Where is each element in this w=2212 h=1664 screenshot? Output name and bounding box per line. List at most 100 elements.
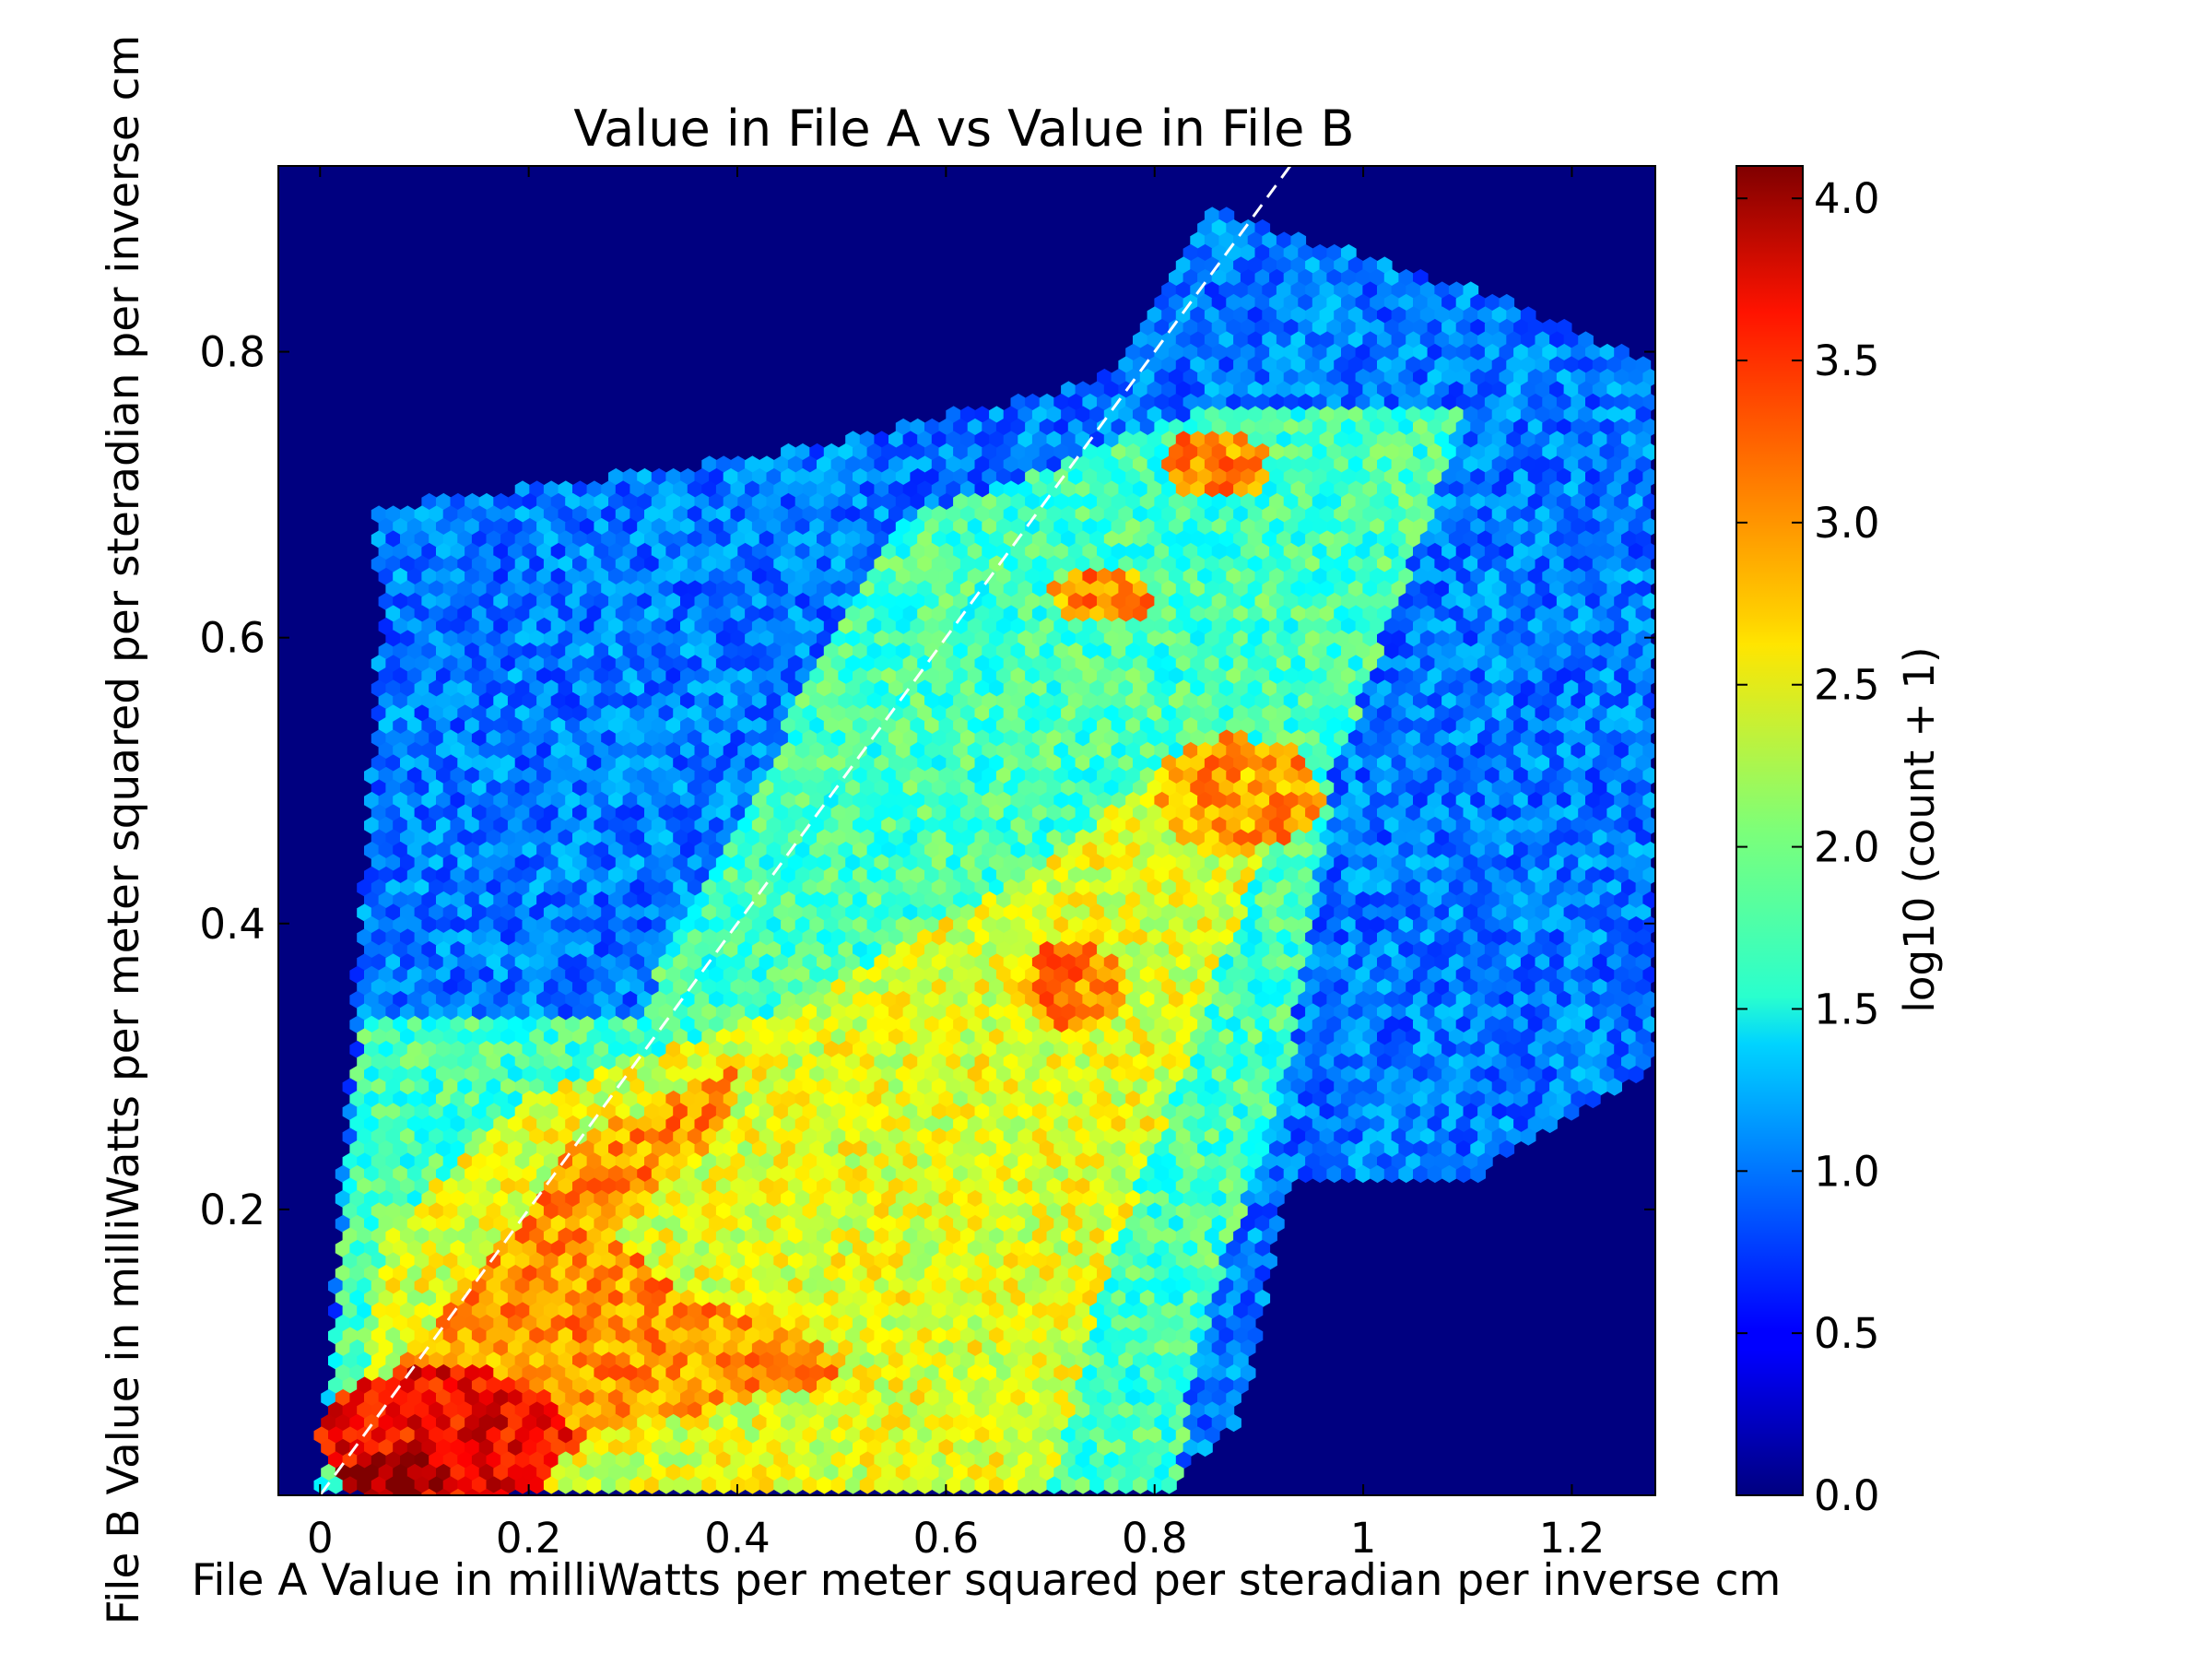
hexbin-cell xyxy=(1154,716,1170,736)
hexbin-cell xyxy=(1254,667,1271,686)
hexbin-cell xyxy=(457,630,473,648)
hexbin-cell xyxy=(1592,779,1608,797)
hexbin-cell xyxy=(493,592,509,611)
hexbin-cell xyxy=(1319,306,1335,325)
hexbin-cell xyxy=(989,630,1005,648)
hexbin-cell xyxy=(1621,804,1637,822)
hexbin-cell xyxy=(378,617,394,636)
hexbin-cell xyxy=(845,605,861,623)
hexbin-cell xyxy=(1182,617,1199,636)
hexbin-cell xyxy=(1226,467,1241,487)
hexbin-cell xyxy=(1549,505,1565,524)
hexbin-cell xyxy=(1406,530,1421,549)
hexbin-cell xyxy=(1578,580,1594,598)
hexbin-cell xyxy=(608,592,624,611)
hexbin-cell xyxy=(1197,218,1213,238)
hexbin-cell xyxy=(1642,592,1655,611)
hexbin-cell xyxy=(1247,655,1264,673)
hexbin-cell xyxy=(1298,517,1313,537)
hexbin-cell xyxy=(1477,679,1493,698)
hexbin-cell xyxy=(874,779,889,797)
hexbin-cell xyxy=(1419,704,1436,723)
hexbin-cell xyxy=(1161,804,1177,822)
hexbin-cell xyxy=(1283,393,1300,412)
hexbin-cell xyxy=(737,766,753,785)
hexbin-cell xyxy=(1103,829,1120,847)
hexbin-cell xyxy=(1571,791,1587,810)
hexbin-cell xyxy=(1383,816,1400,835)
hexbin-cell xyxy=(1226,691,1241,711)
hexbin-cell xyxy=(881,667,897,686)
hexbin-cell xyxy=(959,729,976,748)
hexbin-cell xyxy=(809,741,825,761)
hexbin-cell xyxy=(486,630,502,648)
hexbin-cell xyxy=(1585,492,1601,512)
hexbin-cell xyxy=(959,455,976,474)
hexbin-cell xyxy=(917,779,933,797)
hexbin-cell xyxy=(1334,779,1349,797)
hexbin-cell xyxy=(1075,679,1091,698)
hexbin-cell xyxy=(924,766,940,785)
hexbin-cell xyxy=(730,655,747,673)
hexbin-cell xyxy=(1003,505,1019,524)
hexbin-cell xyxy=(1592,655,1608,673)
hexbin-cell xyxy=(1549,530,1565,549)
hexbin-cell xyxy=(1406,406,1421,424)
hexbin-cell xyxy=(1276,256,1292,275)
hexbin-cell xyxy=(1254,293,1271,313)
hexbin-cell xyxy=(1111,716,1127,736)
hexbin-cell xyxy=(838,567,854,586)
hexbin-cell xyxy=(1097,467,1112,487)
hexbin-cell xyxy=(522,791,538,810)
hexbin-cell xyxy=(1599,492,1616,512)
hexbin-cell xyxy=(1513,741,1529,761)
hexbin-cell xyxy=(1125,691,1141,711)
hexbin-cell xyxy=(1355,716,1371,736)
hexbin-cell xyxy=(1355,766,1371,785)
hexbin-cell xyxy=(1003,431,1019,449)
hexbin-cell xyxy=(1527,617,1544,636)
hexbin-cell xyxy=(1240,791,1256,810)
hexbin-cell xyxy=(1125,393,1141,412)
hexbin-cell xyxy=(1204,655,1220,673)
hexbin-cell xyxy=(1097,418,1112,437)
hexbin-cell xyxy=(1046,555,1063,573)
hexbin-cell xyxy=(1161,530,1177,549)
hexbin-cell xyxy=(478,741,495,761)
hexbin-cell xyxy=(845,804,861,822)
hexbin-cell xyxy=(1190,704,1206,723)
hexbin-cell xyxy=(1585,642,1601,661)
hexbin-cell xyxy=(414,829,430,847)
hexbin-cell xyxy=(1470,393,1486,412)
hexbin-cell xyxy=(471,704,488,723)
hexbin-cell xyxy=(1398,791,1414,810)
hexbin-cell xyxy=(1542,393,1558,412)
hexbin-cell xyxy=(715,779,732,797)
hexbin-cell xyxy=(1031,829,1048,847)
hexbin-cell xyxy=(773,630,789,648)
hexbin-cell xyxy=(1233,555,1249,573)
hexbin-cell xyxy=(1542,343,1558,362)
hexbin-cell xyxy=(959,480,976,499)
hexbin-cell xyxy=(436,766,452,785)
hexbin-cell xyxy=(1463,729,1479,748)
hexbin-cell xyxy=(1125,716,1141,736)
hexbin-cell xyxy=(1298,393,1313,412)
hexbin-cell xyxy=(1075,829,1091,847)
hexbin-cell xyxy=(723,816,739,835)
hexbin-cell xyxy=(644,804,660,822)
hexbin-cell xyxy=(1269,841,1285,860)
hexbin-cell xyxy=(1535,655,1551,673)
hexbin-cell xyxy=(1218,281,1235,300)
hexbin-cell xyxy=(817,580,832,598)
hexbin-cell xyxy=(471,655,488,673)
hexbin-cell xyxy=(1169,368,1184,387)
hexbin-cell xyxy=(1326,741,1343,761)
hexbin-cell xyxy=(450,667,466,686)
hexbin-cell xyxy=(1334,605,1349,623)
hexbin-cell xyxy=(1175,505,1192,524)
hexbin-cell xyxy=(1398,766,1414,785)
hexbin-cell xyxy=(615,804,631,822)
hexbin-cell xyxy=(1398,642,1414,661)
hexbin-cell xyxy=(1139,443,1156,462)
